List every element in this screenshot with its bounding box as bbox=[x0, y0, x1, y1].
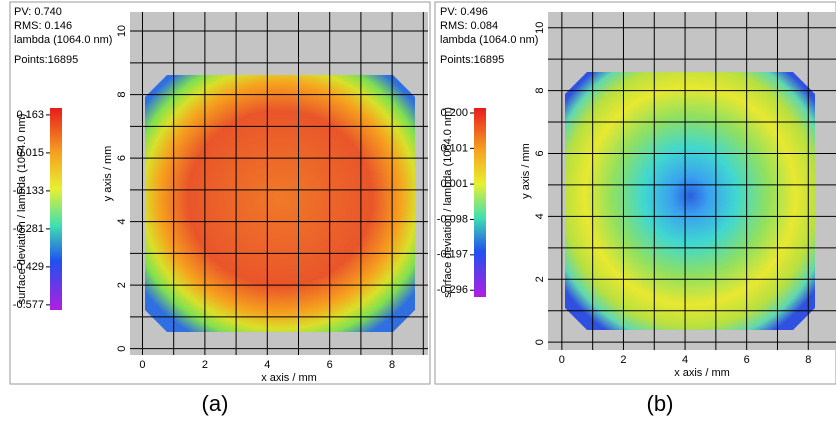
caption: (a) bbox=[202, 391, 229, 416]
colorbar-tick-label: -0.296 bbox=[437, 284, 468, 296]
y-tick-label: 4 bbox=[116, 219, 128, 225]
y-axis-label: y axis / mm bbox=[102, 146, 114, 202]
x-tick-label: 8 bbox=[805, 354, 811, 366]
x-tick-label: 4 bbox=[682, 354, 688, 366]
caption: (b) bbox=[647, 391, 674, 416]
colorbar bbox=[50, 108, 62, 310]
y-tick-label: 6 bbox=[534, 150, 546, 156]
colorbar-tick-label: 0.001 bbox=[440, 178, 468, 190]
y-tick-label: 10 bbox=[534, 22, 546, 34]
stat-line: PV: 0.496 bbox=[440, 6, 488, 18]
x-tick-label: 0 bbox=[139, 359, 145, 371]
colorbar-tick-label: 0.101 bbox=[440, 142, 468, 154]
x-tick-label: 0 bbox=[559, 354, 565, 366]
y-tick-label: 0 bbox=[116, 346, 128, 352]
y-tick-label: 4 bbox=[534, 213, 546, 219]
colorbar-tick-label: -0.577 bbox=[13, 299, 44, 311]
x-tick-label: 6 bbox=[327, 359, 333, 371]
stat-line: lambda (1064.0 nm) bbox=[440, 34, 538, 46]
y-tick-label: 2 bbox=[534, 276, 546, 282]
surface-map bbox=[565, 72, 815, 330]
stat-line: lambda (1064.0 nm) bbox=[14, 34, 112, 46]
y-tick-label: 2 bbox=[116, 282, 128, 288]
colorbar-tick-label: -0.098 bbox=[437, 213, 468, 225]
colorbar bbox=[474, 108, 486, 297]
x-tick-label: 4 bbox=[264, 359, 270, 371]
x-axis-label: x axis / mm bbox=[261, 372, 317, 384]
y-tick-label: 10 bbox=[116, 25, 128, 37]
colorbar-tick-label: 0.015 bbox=[16, 147, 44, 159]
stat-line: RMS: 0.146 bbox=[14, 20, 72, 32]
colorbar-tick-label: -0.197 bbox=[437, 249, 468, 261]
colorbar-label: surface deviation / lambda (1064.0 nm) bbox=[442, 107, 454, 298]
y-axis-label: y axis / mm bbox=[520, 143, 532, 199]
colorbar-tick-label: -0.281 bbox=[13, 223, 44, 235]
y-tick-label: 8 bbox=[534, 88, 546, 94]
x-tick-label: 2 bbox=[202, 359, 208, 371]
stat-line: Points:16895 bbox=[440, 54, 504, 66]
colorbar-tick-label: 0.200 bbox=[440, 107, 468, 119]
x-tick-label: 6 bbox=[744, 354, 750, 366]
x-tick-label: 8 bbox=[389, 359, 395, 371]
stat-line: RMS: 0.084 bbox=[440, 20, 498, 32]
x-tick-label: 2 bbox=[620, 354, 626, 366]
colorbar-tick-label: 0.163 bbox=[16, 109, 44, 121]
colorbar-tick-label: -0.133 bbox=[13, 185, 44, 197]
y-tick-label: 8 bbox=[116, 92, 128, 98]
y-tick-label: 6 bbox=[116, 155, 128, 161]
x-axis-label: x axis / mm bbox=[674, 367, 730, 379]
surface-map bbox=[145, 75, 415, 332]
stat-line: PV: 0.740 bbox=[14, 6, 62, 18]
stat-line: Points:16895 bbox=[14, 54, 78, 66]
colorbar-tick-label: -0.429 bbox=[13, 261, 44, 273]
colorbar-label: surface deviation / lambda (1064.0 nm) bbox=[16, 114, 28, 305]
y-tick-label: 0 bbox=[534, 339, 546, 345]
